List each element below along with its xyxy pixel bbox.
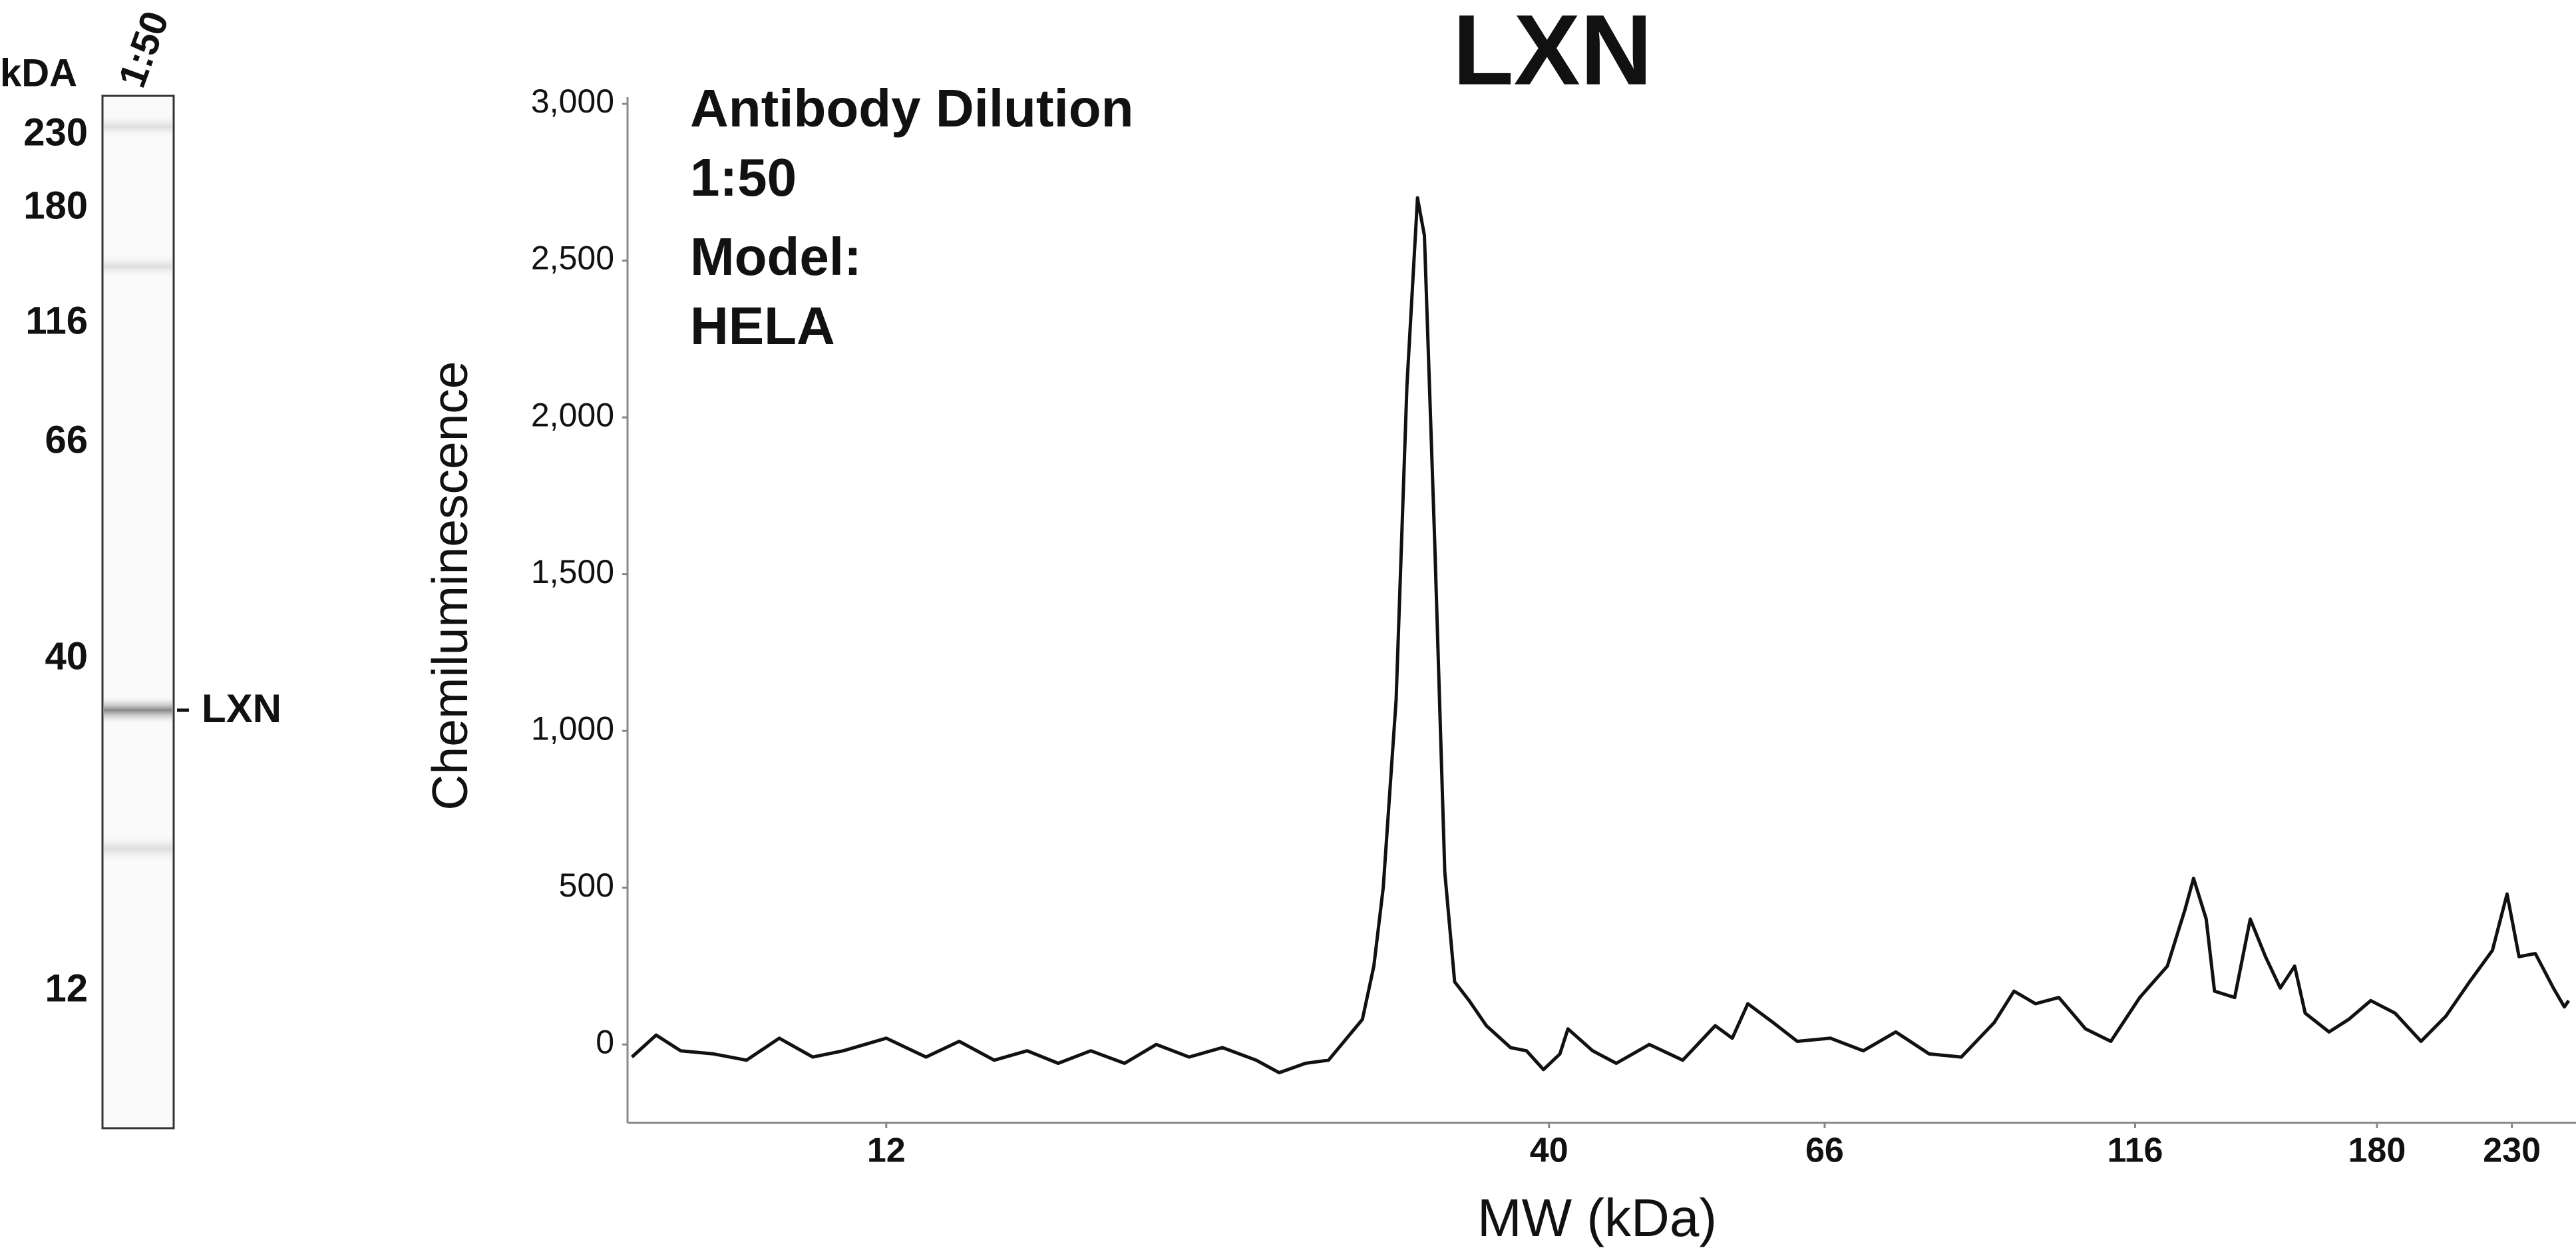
faint-band (104, 113, 172, 140)
marker-label: 66 (45, 418, 88, 461)
band-label: LXN (202, 686, 281, 731)
x-tick-label: 40 (1530, 1132, 1568, 1170)
annotation: Antibody Dilution (690, 79, 1134, 138)
marker-label: 230 (23, 110, 88, 154)
x-tick-label: 66 (1805, 1132, 1844, 1170)
y-tick-label: 500 (559, 867, 614, 904)
x-tick-label: 116 (2107, 1132, 2163, 1170)
y-tick-label: 2,000 (531, 396, 614, 433)
y-tick-label: 0 (596, 1023, 614, 1060)
lane-label: 1:50 (110, 5, 178, 93)
y-tick-label: 2,500 (531, 240, 614, 277)
unit-label: kDA (0, 51, 77, 95)
annotation: HELA (690, 296, 835, 355)
signal-line (630, 196, 2571, 1075)
faint-band (104, 832, 172, 865)
x-axis-label: MW (kDa) (1477, 1188, 1717, 1247)
blot-band (104, 696, 172, 725)
marker-label: 40 (45, 634, 88, 678)
marker-label: 116 (25, 299, 88, 342)
y-tick-label: 1,000 (531, 710, 614, 747)
x-tick-label: 230 (2483, 1132, 2541, 1170)
faint-band (104, 253, 172, 280)
blot-lane (101, 95, 175, 1130)
chart-title: LXN (1453, 0, 1652, 106)
marker-label: 12 (45, 966, 88, 1010)
marker-labels: 230 180 116 66 40 12 (23, 110, 88, 1010)
x-tick-label: 12 (867, 1132, 906, 1170)
annotation: Model: (690, 227, 862, 286)
annotation: 1:50 (690, 148, 797, 207)
y-tick-label: 3,000 (531, 83, 614, 120)
y-tick-label: 1,500 (531, 553, 614, 590)
x-tick-label: 180 (2348, 1132, 2406, 1170)
y-axis-label: Chemiluminescence (422, 361, 478, 810)
plot: 0 500 1,000 1,500 2,000 2,500 3,000 12 40 66 116 18… (531, 79, 2576, 1170)
marker-label: 180 (23, 184, 88, 227)
